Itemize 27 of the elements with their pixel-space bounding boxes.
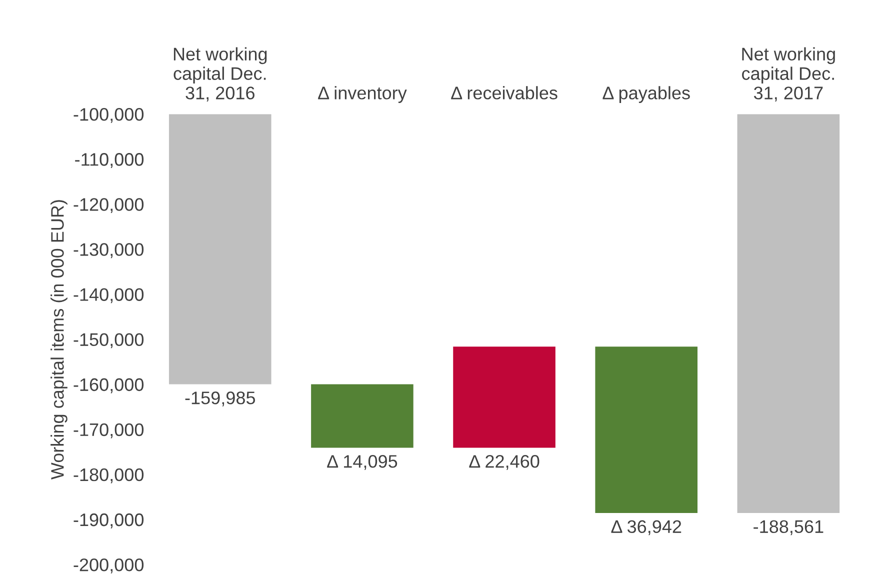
x-tick-label: Δ receivables [451,86,558,100]
x-tick-label: Net working capital Dec. 31, 2016 [174,47,267,102]
x-tick-label: Net working capital Dec. 31, 2017 [742,47,835,102]
y-tick-label: -160,000 [74,378,144,394]
bar [168,114,272,384]
y-tick-label: -120,000 [74,198,144,214]
data-label: Δ 14,095 [327,455,398,470]
bar [311,384,414,448]
bar [595,346,698,514]
data-label: Δ 22,460 [469,455,540,470]
y-tick-label: -150,000 [74,333,144,348]
x-tick-label: Δ inventory [318,86,407,103]
data-label: -159,985 [185,392,256,406]
data-label: Δ 36,942 [611,520,682,536]
y-tick-label: -190,000 [74,513,144,528]
y-tick-label: -170,000 [74,423,144,438]
bar [737,114,840,513]
y-tick-label: -140,000 [74,288,144,304]
y-tick-label: -130,000 [74,243,144,258]
data-label: -188,561 [754,520,824,536]
y-tick-label: -200,000 [74,558,144,574]
y-tick-label: -180,000 [74,468,144,484]
y-axis-title: Working capital items (in 000 EUR) [50,200,68,480]
x-tick-label: Δ payables [602,86,690,103]
y-tick-label: -110,000 [75,153,144,168]
y-tick-label: -100,000 [74,108,144,123]
bar [453,346,556,448]
